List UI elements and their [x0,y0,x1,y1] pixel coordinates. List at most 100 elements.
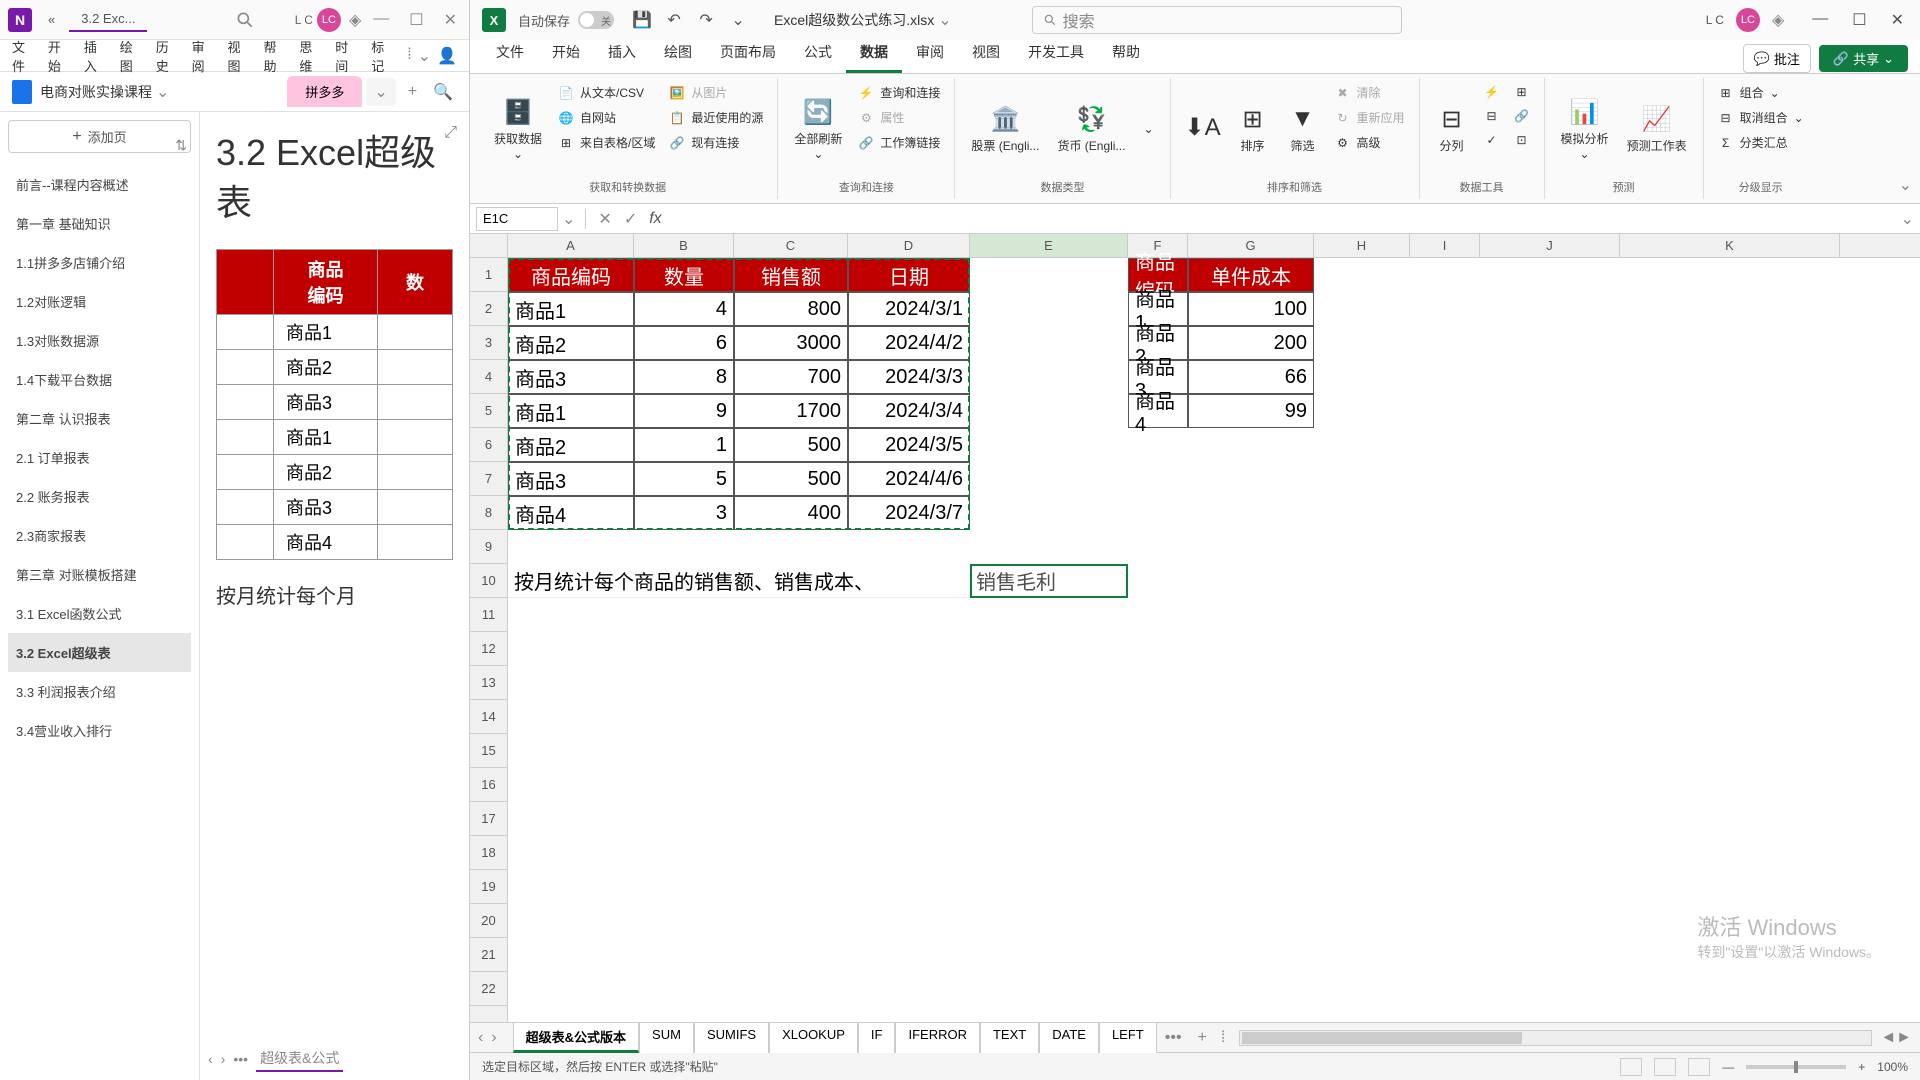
onenote-tab-current[interactable]: 3.2 Exc... [69,7,147,32]
ungroup-button[interactable]: ⊟取消组合 ⌄ [1714,107,1808,128]
zoom-level[interactable]: 100% [1877,1060,1908,1074]
ribbon-display-icon[interactable]: ◈ [349,10,361,30]
data-cell[interactable]: 2024/4/2 [848,326,970,360]
data-model-button[interactable]: ⊡ [1510,130,1534,150]
search-icon[interactable] [235,10,255,30]
data-cell[interactable]: 9 [634,394,734,428]
workbook-links-button[interactable]: 🔗工作簿链接 [854,132,944,153]
sidebar-page-item[interactable]: 1.3对账数据源 [8,321,191,360]
sheet-tab[interactable]: IF [858,1022,896,1053]
normal-view-button[interactable] [1620,1058,1642,1076]
menu-mind[interactable]: 思维 [299,37,323,75]
remove-dup-button[interactable]: ⊟ [1480,106,1504,126]
zoom-out-icon[interactable]: — [1722,1060,1734,1074]
row-header[interactable]: 2 [470,292,507,326]
data-cell[interactable]: 商品3 [508,462,634,496]
instruction-text[interactable]: 按月统计每个商品的销售额、销售成本、 [508,564,970,598]
row-header[interactable]: 9 [470,530,507,564]
sidebar-page-item[interactable]: 3.3 利润报表介绍 [8,672,191,711]
sidebar-page-item[interactable]: 1.1拼多多店铺介绍 [8,243,191,282]
ribbon-tab[interactable]: 页面布局 [706,34,790,73]
recent-sources-button[interactable]: 📋最近使用的源 [665,107,767,128]
sidebar-page-item[interactable]: 第三章 对账模板搭建 [8,555,191,594]
select-all-corner[interactable] [470,234,508,258]
column-header[interactable]: J [1480,234,1620,257]
sidebar-page-item[interactable]: 1.2对账逻辑 [8,282,191,321]
row-header[interactable]: 20 [470,904,507,938]
menu-person-icon[interactable]: 👤 [437,46,457,66]
qat-dropdown-icon[interactable]: ⌄ [728,10,748,30]
data-cell[interactable]: 500 [734,428,848,462]
data-cell[interactable]: 1700 [734,394,848,428]
data-cell[interactable]: 2024/3/7 [848,496,970,530]
minimize-button[interactable]: — [1808,6,1832,34]
data-cell[interactable]: 商品4 [508,496,634,530]
data-cell[interactable]: 500 [734,462,848,496]
get-data-button[interactable]: 🗄️获取数据⌄ [488,82,548,175]
column-header[interactable]: B [634,234,734,257]
queries-conn-button[interactable]: ⚡查询和连接 [854,82,944,103]
ribbon-display-icon[interactable]: ◈ [1772,10,1784,30]
what-if-button[interactable]: 📊模拟分析⌄ [1555,82,1615,175]
row-header[interactable]: 3 [470,326,507,360]
sidebar-page-item[interactable]: 2.3商家报表 [8,516,191,555]
ribbon-tab[interactable]: 插入 [594,34,650,73]
filter-button[interactable]: ▼筛选 [1281,82,1325,175]
row-header[interactable]: 17 [470,802,507,836]
section-tab-dropdown[interactable]: ⌄ [366,78,395,106]
enter-formula-icon[interactable]: ✓ [618,209,643,229]
sheet-tab[interactable]: IFERROR [895,1022,980,1053]
row-header[interactable]: 11 [470,598,507,632]
zoom-in-icon[interactable]: + [1858,1060,1865,1074]
add-sheet-button[interactable]: + [1190,1025,1215,1051]
row-header[interactable]: 21 [470,938,507,972]
sort-az-button[interactable]: ⬇A [1181,82,1225,175]
scroll-right-icon[interactable]: ► [1896,1029,1912,1047]
menu-help[interactable]: 帮助 [263,37,287,75]
group-button[interactable]: ⊞组合 ⌄ [1714,82,1808,103]
ribbon-tab[interactable]: 审阅 [902,34,958,73]
column-header[interactable]: C [734,234,848,257]
subtotal-button[interactable]: Σ分类汇总 [1714,132,1808,153]
data-cell[interactable]: 商品3 [508,360,634,394]
sort-button[interactable]: ⊞排序 [1231,82,1275,175]
data-cell[interactable]: 6 [634,326,734,360]
sidebar-page-item[interactable]: 3.4营业收入排行 [8,711,191,750]
data-cell[interactable]: 2024/3/5 [848,428,970,462]
undo-icon[interactable]: ↶ [664,10,684,30]
data-cell[interactable]: 200 [1188,326,1314,360]
ribbon-tab[interactable]: 视图 [958,34,1014,73]
sheet-tab[interactable]: XLOOKUP [769,1022,858,1053]
data-cell[interactable]: 66 [1188,360,1314,394]
from-table-button[interactable]: ⊞来自表格/区域 [554,132,659,153]
maximize-button[interactable]: ☐ [1848,6,1870,34]
row-header[interactable]: 6 [470,428,507,462]
nav-more-icon[interactable]: ••• [233,1051,248,1067]
existing-conn-button[interactable]: 🔗现有连接 [665,132,767,153]
data-cell[interactable]: 800 [734,292,848,326]
row-header[interactable]: 18 [470,836,507,870]
from-web-button[interactable]: 🌐自网站 [554,107,659,128]
row-header[interactable]: 12 [470,632,507,666]
redo-icon[interactable]: ↷ [696,10,716,30]
column-header[interactable]: G [1188,234,1314,257]
sidebar-page-item[interactable]: 3.1 Excel函数公式 [8,594,191,633]
data-cell[interactable]: 5 [634,462,734,496]
row-header[interactable]: 5 [470,394,507,428]
maximize-button[interactable]: ☐ [405,6,427,34]
data-cell[interactable]: 3000 [734,326,848,360]
ribbon-tab[interactable]: 绘图 [650,34,706,73]
row-header[interactable]: 22 [470,972,507,1006]
minimize-button[interactable]: — [369,6,393,34]
data-types-more[interactable]: ⌄ [1137,82,1159,175]
menu-view[interactable]: 视图 [228,37,252,75]
row-header[interactable]: 7 [470,462,507,496]
sheet-menu-icon[interactable]: ⁞ [1215,1029,1231,1047]
menu-file[interactable]: 文件 [12,37,36,75]
page-break-button[interactable] [1688,1058,1710,1076]
sort-icon[interactable]: ⇅ [175,137,187,154]
menu-insert[interactable]: 插入 [84,37,108,75]
data-cell[interactable]: 400 [734,496,848,530]
row-header[interactable]: 19 [470,870,507,904]
share-button[interactable]: 🔗 共享 ⌄ [1819,45,1908,72]
